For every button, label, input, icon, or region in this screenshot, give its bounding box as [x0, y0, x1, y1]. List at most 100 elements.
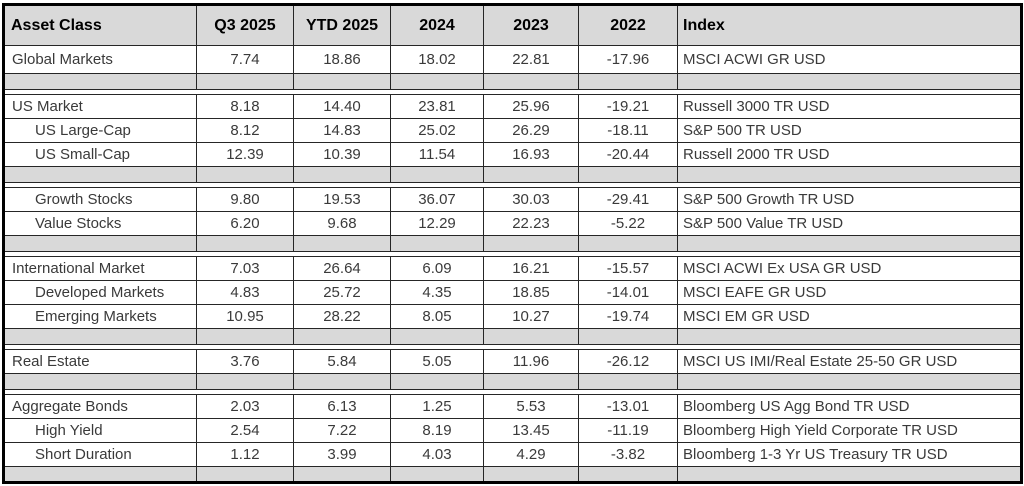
cell-y2023: 16.21	[483, 256, 579, 281]
separator-cell	[677, 466, 1022, 483]
separator-row	[3, 73, 1022, 90]
cell-ytd_2025: 18.86	[293, 45, 391, 74]
separator-row	[3, 466, 1022, 483]
separator-cell	[3, 73, 197, 90]
separator-row	[3, 166, 1022, 183]
cell-ytd_2025: 10.39	[293, 142, 391, 167]
separator-cell	[196, 166, 294, 183]
separator-cell	[3, 466, 197, 483]
cell-asset: US Market	[3, 94, 197, 119]
cell-y2022: -15.57	[578, 256, 678, 281]
column-header-2024: 2024	[390, 4, 484, 46]
cell-ytd_2025: 5.84	[293, 349, 391, 374]
cell-y2024: 36.07	[390, 187, 484, 212]
separator-cell	[293, 466, 391, 483]
cell-q3_2025: 12.39	[196, 142, 294, 167]
cell-y2023: 25.96	[483, 94, 579, 119]
header-row: Asset Class Q3 2025 YTD 2025 2024 2023 2…	[3, 4, 1022, 46]
cell-asset: Global Markets	[3, 45, 197, 74]
cell-asset: US Large-Cap	[3, 118, 197, 143]
column-header-ytd-2025: YTD 2025	[293, 4, 391, 46]
separator-row	[3, 373, 1022, 390]
separator-cell	[293, 373, 391, 390]
separator-cell	[677, 235, 1022, 252]
separator-row	[3, 328, 1022, 345]
cell-y2022: -26.12	[578, 349, 678, 374]
cell-asset: Emerging Markets	[3, 304, 197, 329]
separator-cell	[3, 235, 197, 252]
column-header-index: Index	[677, 4, 1022, 46]
cell-asset: Growth Stocks	[3, 187, 197, 212]
separator-cell	[677, 73, 1022, 90]
separator-cell	[293, 166, 391, 183]
cell-y2024: 4.35	[390, 280, 484, 305]
cell-asset: US Small-Cap	[3, 142, 197, 167]
separator-cell	[483, 373, 579, 390]
cell-q3_2025: 4.83	[196, 280, 294, 305]
separator-cell	[196, 235, 294, 252]
cell-asset: High Yield	[3, 418, 197, 443]
cell-index: MSCI ACWI GR USD	[677, 45, 1022, 74]
cell-index: S&P 500 Value TR USD	[677, 211, 1022, 236]
separator-cell	[3, 373, 197, 390]
separator-cell	[483, 466, 579, 483]
cell-ytd_2025: 19.53	[293, 187, 391, 212]
column-header-asset-class: Asset Class	[3, 4, 197, 46]
cell-ytd_2025: 28.22	[293, 304, 391, 329]
separator-cell	[390, 166, 484, 183]
table-body: Global Markets 7.74 18.86 18.02 22.81 -17.96 M…	[3, 45, 1022, 483]
separator-cell	[578, 166, 678, 183]
cell-q3_2025: 7.74	[196, 45, 294, 74]
cell-q3_2025: 1.12	[196, 442, 294, 467]
table-row: International Market 7.03 26.64 6.09 16.21 -1…	[3, 256, 1022, 281]
cell-index: MSCI US IMI/Real Estate 25-50 GR USD	[677, 349, 1022, 374]
cell-index: Russell 3000 TR USD	[677, 94, 1022, 119]
cell-asset: International Market	[3, 256, 197, 281]
separator-cell	[483, 73, 579, 90]
table-row: Value Stocks 6.20 9.68 12.29 22.23 -5.22 S&P 5…	[3, 211, 1022, 236]
cell-y2022: -13.01	[578, 394, 678, 419]
cell-asset: Developed Markets	[3, 280, 197, 305]
cell-q3_2025: 10.95	[196, 304, 294, 329]
cell-ytd_2025: 6.13	[293, 394, 391, 419]
separator-cell	[293, 73, 391, 90]
table-row: Aggregate Bonds 2.03 6.13 1.25 5.53 -13.01 Blo…	[3, 394, 1022, 419]
cell-y2022: -5.22	[578, 211, 678, 236]
cell-y2022: -11.19	[578, 418, 678, 443]
cell-y2024: 25.02	[390, 118, 484, 143]
cell-y2023: 22.23	[483, 211, 579, 236]
cell-q3_2025: 9.80	[196, 187, 294, 212]
separator-cell	[390, 235, 484, 252]
separator-cell	[390, 328, 484, 345]
cell-y2023: 13.45	[483, 418, 579, 443]
separator-row	[3, 235, 1022, 252]
cell-ytd_2025: 14.40	[293, 94, 391, 119]
cell-ytd_2025: 14.83	[293, 118, 391, 143]
separator-cell	[677, 373, 1022, 390]
cell-y2024: 6.09	[390, 256, 484, 281]
cell-y2023: 11.96	[483, 349, 579, 374]
separator-cell	[483, 328, 579, 345]
separator-cell	[196, 466, 294, 483]
table-row: Short Duration 1.12 3.99 4.03 4.29 -3.82 Bloom…	[3, 442, 1022, 467]
cell-asset: Aggregate Bonds	[3, 394, 197, 419]
cell-y2023: 22.81	[483, 45, 579, 74]
separator-cell	[196, 73, 294, 90]
cell-y2022: -19.21	[578, 94, 678, 119]
cell-q3_2025: 7.03	[196, 256, 294, 281]
cell-q3_2025: 3.76	[196, 349, 294, 374]
separator-cell	[390, 73, 484, 90]
cell-y2022: -3.82	[578, 442, 678, 467]
cell-q3_2025: 2.03	[196, 394, 294, 419]
table-row: Developed Markets 4.83 25.72 4.35 18.85 -14.0…	[3, 280, 1022, 305]
cell-y2023: 16.93	[483, 142, 579, 167]
cell-asset: Real Estate	[3, 349, 197, 374]
table-row: Real Estate 3.76 5.84 5.05 11.96 -26.12 MSCI U…	[3, 349, 1022, 374]
table-row: Growth Stocks 9.80 19.53 36.07 30.03 -29.41 S&…	[3, 187, 1022, 212]
cell-y2024: 8.19	[390, 418, 484, 443]
cell-q3_2025: 8.12	[196, 118, 294, 143]
separator-cell	[578, 73, 678, 90]
cell-q3_2025: 6.20	[196, 211, 294, 236]
cell-y2024: 23.81	[390, 94, 484, 119]
